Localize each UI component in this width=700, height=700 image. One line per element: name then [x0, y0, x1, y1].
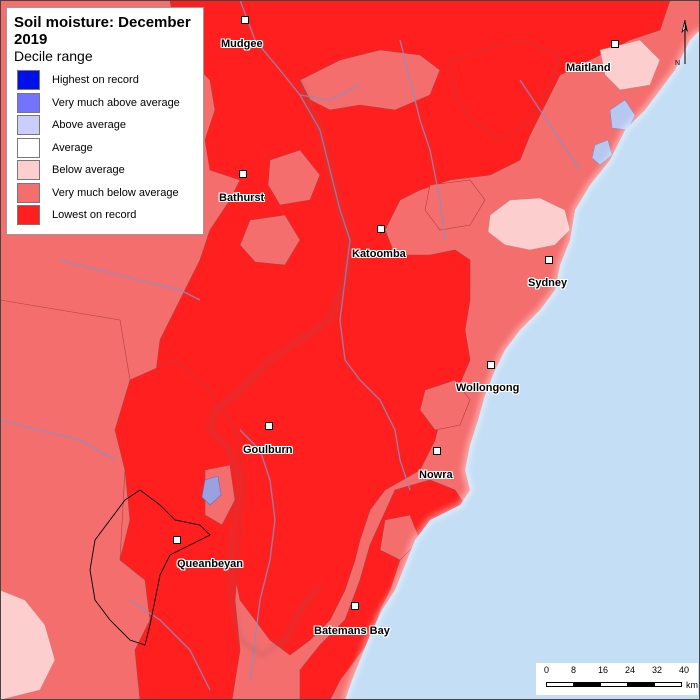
scale-segment	[573, 682, 601, 687]
ocean	[345, 30, 700, 700]
scale-tick-label: 0	[544, 665, 550, 675]
lowest-region-south	[114, 359, 246, 700]
legend-item: Average	[14, 137, 203, 160]
scale-bar: 0 8 16 24 32 40 km	[536, 663, 698, 695]
city-label: Wollongong	[456, 382, 520, 394]
legend-label: Average	[52, 141, 93, 154]
legend-label: Lowest on record	[52, 209, 137, 222]
city-label: Maitland	[566, 62, 611, 74]
scale-tick-label: 8	[571, 665, 577, 675]
scale-segment	[546, 682, 574, 687]
very-much-below-patches	[0, 49, 486, 700]
legend-label: Highest on record	[52, 74, 139, 87]
city-label: Queanbeyan	[177, 558, 244, 570]
scale-segment	[600, 682, 628, 687]
city-marker	[433, 447, 441, 455]
legend-title: Soil moisture: December 2019	[14, 14, 191, 48]
city-label: Batemans Bay	[314, 625, 390, 637]
legend-item: Very much above average	[14, 92, 203, 115]
legend-item: Below average	[14, 159, 203, 182]
scale-unit: km	[686, 680, 698, 690]
city-marker	[377, 225, 385, 233]
city-label: Katoomba	[352, 248, 406, 260]
legend-swatch	[17, 92, 40, 113]
scale-tick-label: 40	[679, 665, 690, 675]
city-marker	[487, 361, 495, 369]
city-label: Nowra	[419, 469, 453, 481]
legend-label: Above average	[52, 119, 126, 132]
scale-tick-label: 32	[652, 665, 663, 675]
scale-segment	[627, 682, 655, 687]
city-marker	[611, 40, 619, 48]
legend-item: Above average	[14, 114, 203, 137]
legend-item: Lowest on record	[14, 204, 203, 227]
city-label: Goulburn	[243, 444, 293, 456]
city-label: Sydney	[528, 277, 568, 289]
below-average-patches	[0, 39, 661, 700]
below-average-sydney	[487, 197, 571, 251]
city-marker	[265, 422, 273, 430]
scale-segment	[654, 682, 682, 687]
legend-label: Very much below average	[52, 186, 179, 199]
map-legend: Soil moisture: December 2019 Decile rang…	[6, 7, 204, 235]
legend-label: Below average	[52, 164, 125, 177]
legend-swatch	[17, 115, 40, 136]
city-label: Bathurst	[219, 192, 265, 204]
legend-swatch	[17, 160, 40, 181]
city-marker	[239, 170, 247, 178]
legend-swatch	[17, 182, 40, 203]
city-marker	[545, 256, 553, 264]
lowest-region-east	[449, 39, 561, 141]
legend-swatch	[17, 137, 40, 158]
city-label: Mudgee	[221, 38, 263, 50]
legend-item: Highest on record	[14, 69, 203, 92]
north-arrow-icon: N	[675, 19, 688, 67]
legend-swatch	[17, 70, 40, 91]
city-marker	[351, 602, 359, 610]
below-average-southwest	[0, 589, 56, 700]
legend-rows: Highest on record Very much above average…	[14, 69, 203, 227]
city-marker	[241, 16, 249, 24]
scale-tick-label: 24	[625, 665, 636, 675]
act-border	[89, 489, 211, 646]
legend-item: Very much below average	[14, 182, 203, 205]
city-marker	[173, 536, 181, 544]
legend-subtitle: Decile range	[14, 48, 93, 64]
legend-swatch	[17, 205, 40, 226]
scale-tick-label: 16	[598, 665, 609, 675]
legend-label: Very much above average	[52, 96, 180, 109]
north-arrow-label: N	[675, 60, 680, 67]
